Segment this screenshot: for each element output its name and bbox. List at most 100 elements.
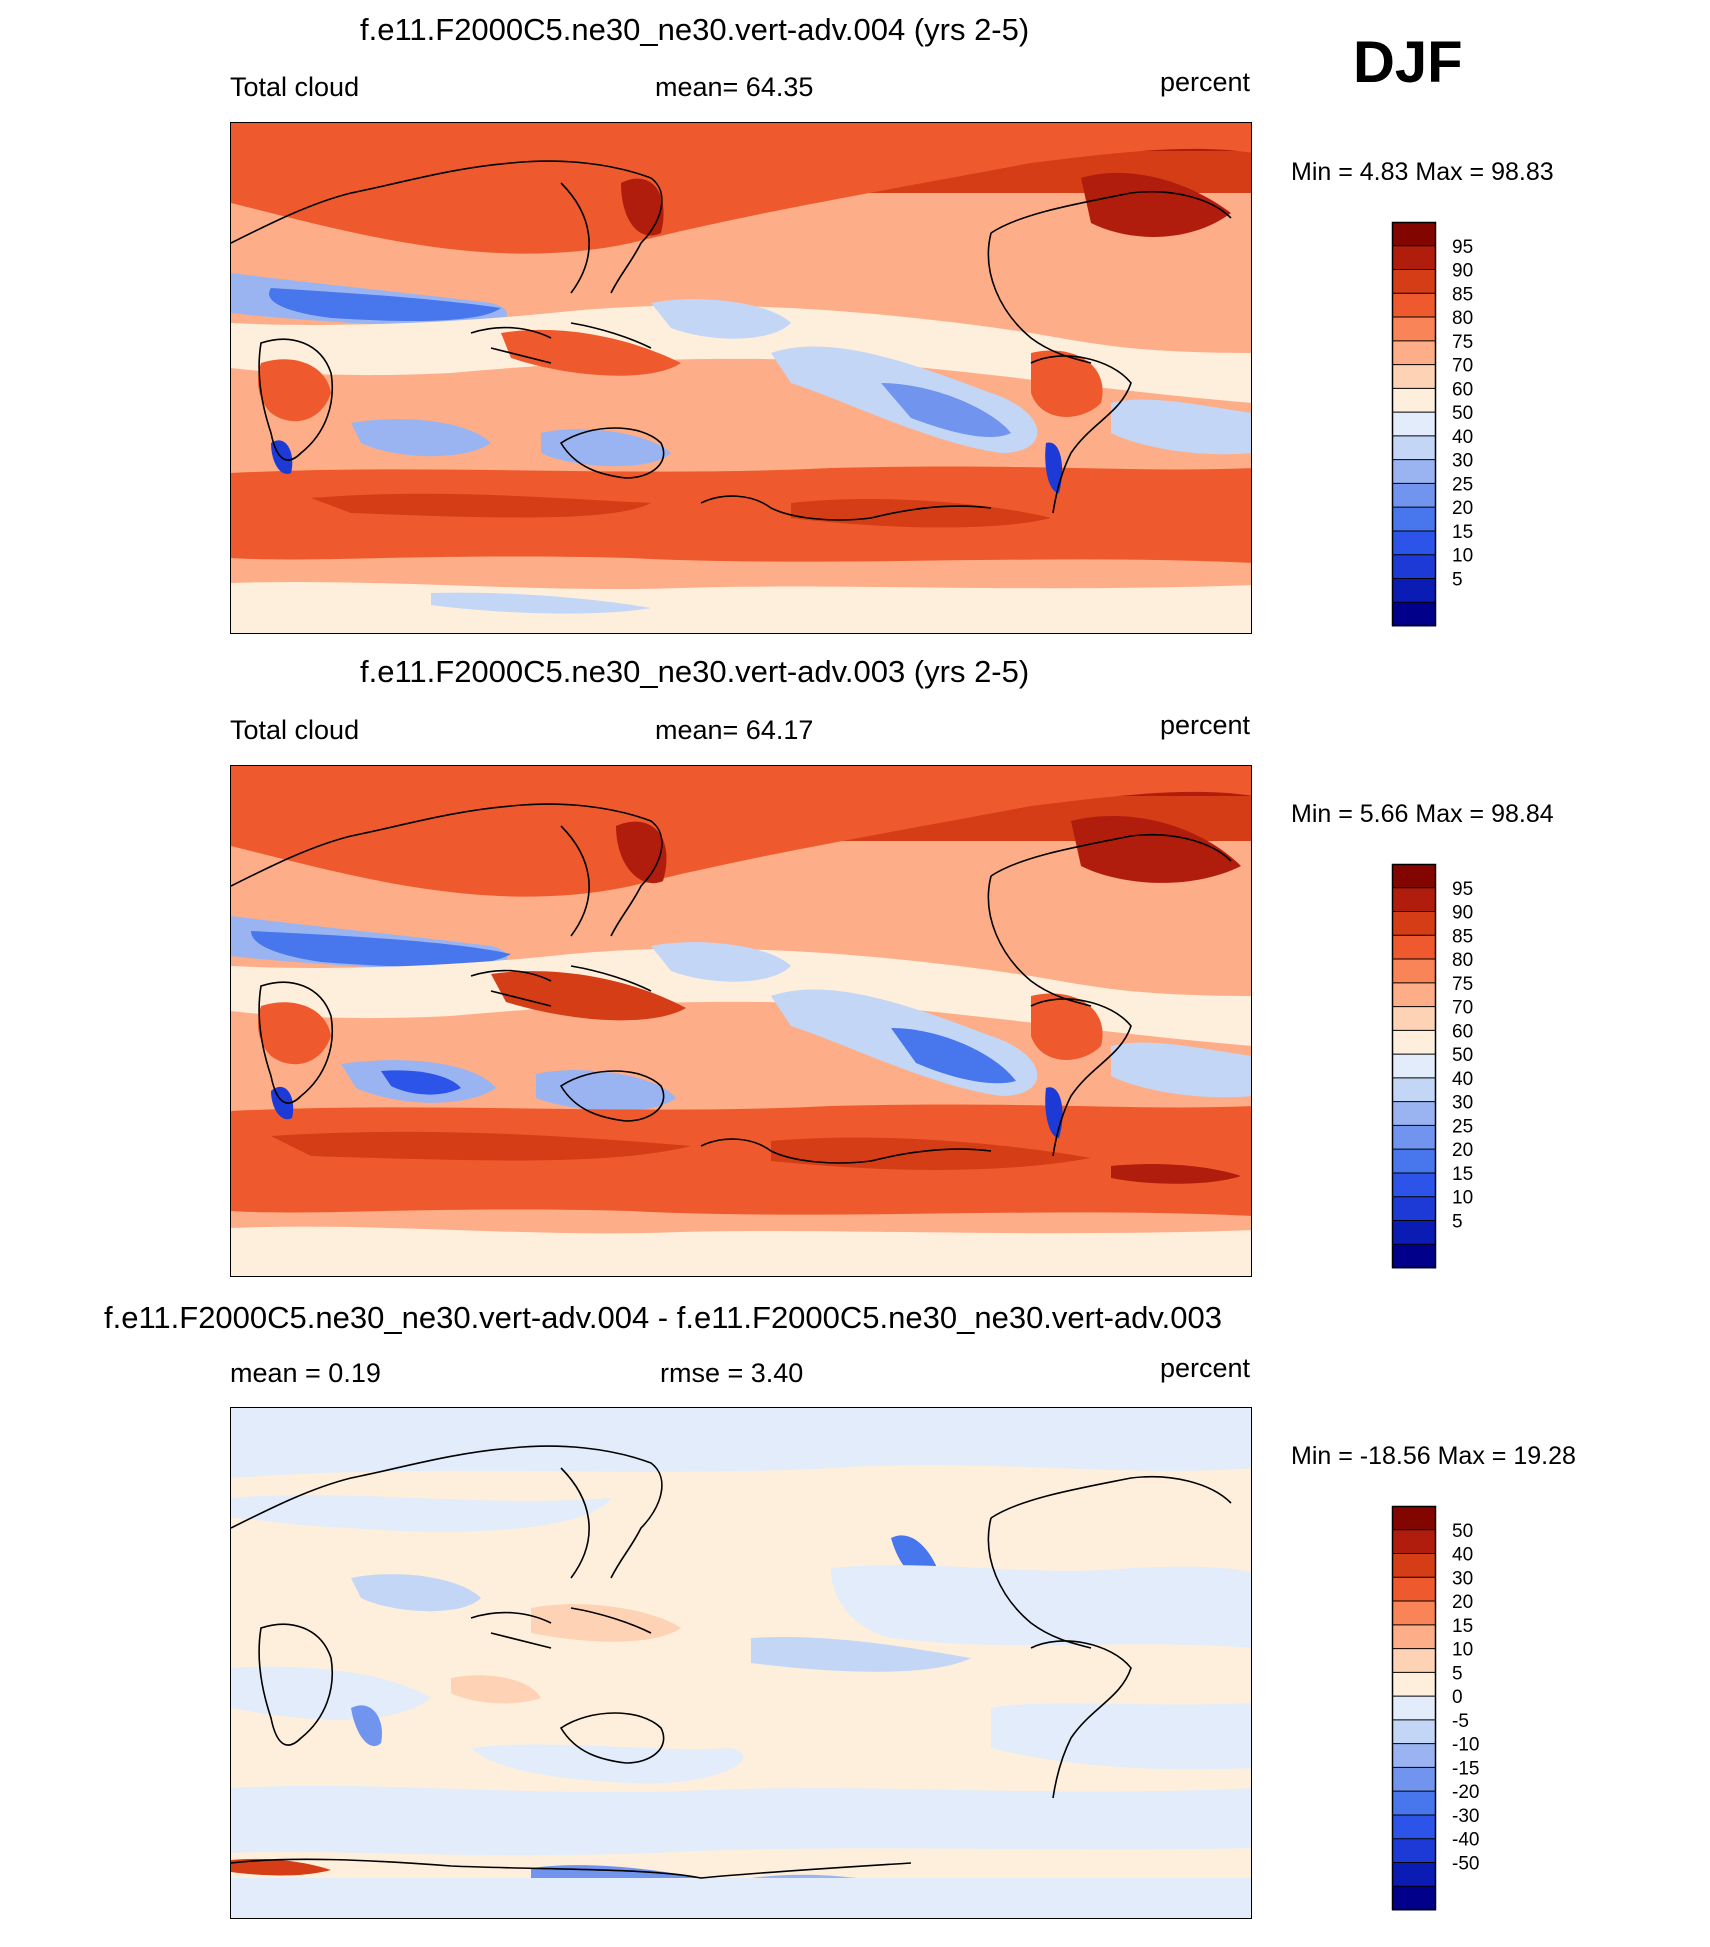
colorbar-swatch — [1392, 222, 1436, 247]
panel3-rmse-label: rmse = 3.40 — [660, 1358, 804, 1388]
colorbar-tick-label: 30 — [1452, 451, 1473, 472]
colorbar-tick-label: 80 — [1452, 950, 1473, 971]
colorbar-tick-label: -40 — [1452, 1830, 1479, 1851]
colorbar-swatch — [1392, 1196, 1436, 1221]
colorbar-swatch — [1392, 317, 1436, 342]
colorbar-swatch — [1392, 1506, 1436, 1531]
colorbar-swatch — [1392, 1862, 1436, 1887]
panel3-title: f.e11.F2000C5.ne30_ne30.vert-adv.004 - f… — [104, 1300, 1222, 1335]
season-label: DJF — [1353, 30, 1463, 95]
colorbar-swatch — [1392, 1529, 1436, 1555]
colorbar-swatch — [1392, 1838, 1436, 1863]
colorbar-swatch — [1392, 364, 1436, 389]
colorbar-swatch — [1392, 864, 1436, 889]
colorbar-tick-label: -5 — [1452, 1711, 1469, 1732]
colorbar-tick-label: 25 — [1452, 474, 1473, 495]
colorbar-tick-label: 70 — [1452, 356, 1473, 377]
panel3-minmax: Min = -18.56 Max = 19.28 — [1291, 1442, 1576, 1470]
panel3-units-label: percent — [1160, 1353, 1251, 1383]
colorbar-tick-label: -30 — [1452, 1806, 1479, 1827]
colorbar-swatch — [1392, 982, 1436, 1008]
colorbar-tick-label: 20 — [1452, 498, 1473, 519]
colorbar-tick-label: 5 — [1452, 569, 1463, 590]
colorbar-swatch — [1392, 412, 1436, 437]
colorbar-tick-label: 40 — [1452, 1545, 1473, 1566]
panel1-title: f.e11.F2000C5.ne30_ne30.vert-adv.004 (yr… — [360, 12, 1030, 47]
colorbar-tick-label: 60 — [1452, 1021, 1473, 1042]
colorbar-border — [1391, 1505, 1437, 1911]
colorbar-tick-label: 20 — [1452, 1140, 1473, 1161]
colorbar-swatch — [1392, 1624, 1436, 1650]
colorbar-tick-label: 15 — [1452, 1164, 1473, 1185]
colorbar-tick-label: 15 — [1452, 1616, 1473, 1637]
colorbar-swatch — [1392, 1743, 1436, 1768]
colorbar-swatch — [1392, 602, 1436, 627]
colorbar-tick-label: 10 — [1452, 1188, 1473, 1209]
colorbar-swatch — [1392, 340, 1436, 366]
colorbar-tick-label: 75 — [1452, 974, 1473, 995]
panel2-field-label: Total cloud — [230, 715, 360, 745]
colorbar-tick-label: 0 — [1452, 1687, 1463, 1708]
colorbar-tick-label: 25 — [1452, 1116, 1473, 1137]
colorbar-swatch — [1392, 1601, 1436, 1626]
panel2-map — [230, 765, 1252, 1277]
colorbar-tick-label: -20 — [1452, 1782, 1479, 1803]
colorbar-swatch — [1392, 1719, 1436, 1745]
colorbar-swatch — [1392, 1886, 1436, 1911]
colorbar-swatch — [1392, 887, 1436, 913]
panel3-contour-field — [231, 1408, 1251, 1918]
colorbar-swatch — [1392, 269, 1436, 294]
panel2-units-label: percent — [1160, 710, 1251, 740]
panel1-colorbar: 95 90 85 80 75 70 60 50 40 30 25 20 15 10 5 — [1391, 221, 1473, 627]
colorbar-swatch — [1392, 935, 1436, 960]
colorbar-swatch — [1392, 1054, 1436, 1079]
colorbar-swatch — [1392, 1553, 1436, 1578]
colorbar-swatch — [1392, 1172, 1436, 1198]
colorbar-tick-label: 30 — [1452, 1093, 1473, 1114]
colorbar-swatch — [1392, 1791, 1436, 1816]
colorbar-swatch — [1392, 1149, 1436, 1174]
colorbar-tick-label: 85 — [1452, 284, 1473, 305]
panel3-colorbar: 50 40 30 20 15 10 5 0 -5 -10 -15 -20 -30 -40 -50 — [1391, 1505, 1479, 1911]
colorbar-tick-label: 70 — [1452, 998, 1473, 1019]
panel1-minmax: Min = 4.83 Max = 98.83 — [1291, 158, 1554, 186]
colorbar-tick-label: -50 — [1452, 1853, 1479, 1874]
colorbar-swatch — [1392, 911, 1436, 936]
colorbar-swatch — [1392, 1125, 1436, 1150]
colorbar-tick-label: 95 — [1452, 237, 1473, 258]
colorbar-swatch — [1392, 1814, 1436, 1840]
panel2-minmax: Min = 5.66 Max = 98.84 — [1291, 800, 1554, 828]
colorbar-swatch — [1392, 1077, 1436, 1103]
colorbar-swatch — [1392, 1648, 1436, 1673]
colorbar-tick-label: 90 — [1452, 903, 1473, 924]
colorbar-tick-label: 10 — [1452, 546, 1473, 567]
colorbar-tick-label: 5 — [1452, 1663, 1463, 1684]
colorbar-swatch — [1392, 459, 1436, 484]
colorbar-swatch — [1392, 1672, 1436, 1697]
colorbar-swatch — [1392, 293, 1436, 318]
colorbar-swatch — [1392, 1696, 1436, 1721]
colorbar-tick-label: 40 — [1452, 427, 1473, 448]
colorbar-tick-label: 15 — [1452, 522, 1473, 543]
colorbar-tick-label: 80 — [1452, 308, 1473, 329]
panel1-map — [230, 122, 1252, 634]
colorbar-swatch — [1392, 1577, 1436, 1602]
colorbar-swatch — [1392, 435, 1436, 461]
colorbar-tick-label: 50 — [1452, 1521, 1473, 1542]
colorbar-border — [1391, 863, 1437, 1269]
colorbar-swatch — [1392, 1030, 1436, 1055]
colorbar-tick-label: 90 — [1452, 261, 1473, 282]
colorbar-swatch — [1392, 1101, 1436, 1126]
colorbar-swatch — [1392, 507, 1436, 532]
colorbar-swatch — [1392, 388, 1436, 413]
colorbar-border — [1391, 221, 1437, 627]
colorbar-swatch — [1392, 959, 1436, 984]
colorbar-swatch — [1392, 578, 1436, 603]
panel1-mean-label: mean= 64.35 — [655, 72, 814, 102]
colorbar-tick-label: 75 — [1452, 332, 1473, 353]
colorbar-tick-label: 10 — [1452, 1640, 1473, 1661]
colorbar-swatch — [1392, 1220, 1436, 1245]
